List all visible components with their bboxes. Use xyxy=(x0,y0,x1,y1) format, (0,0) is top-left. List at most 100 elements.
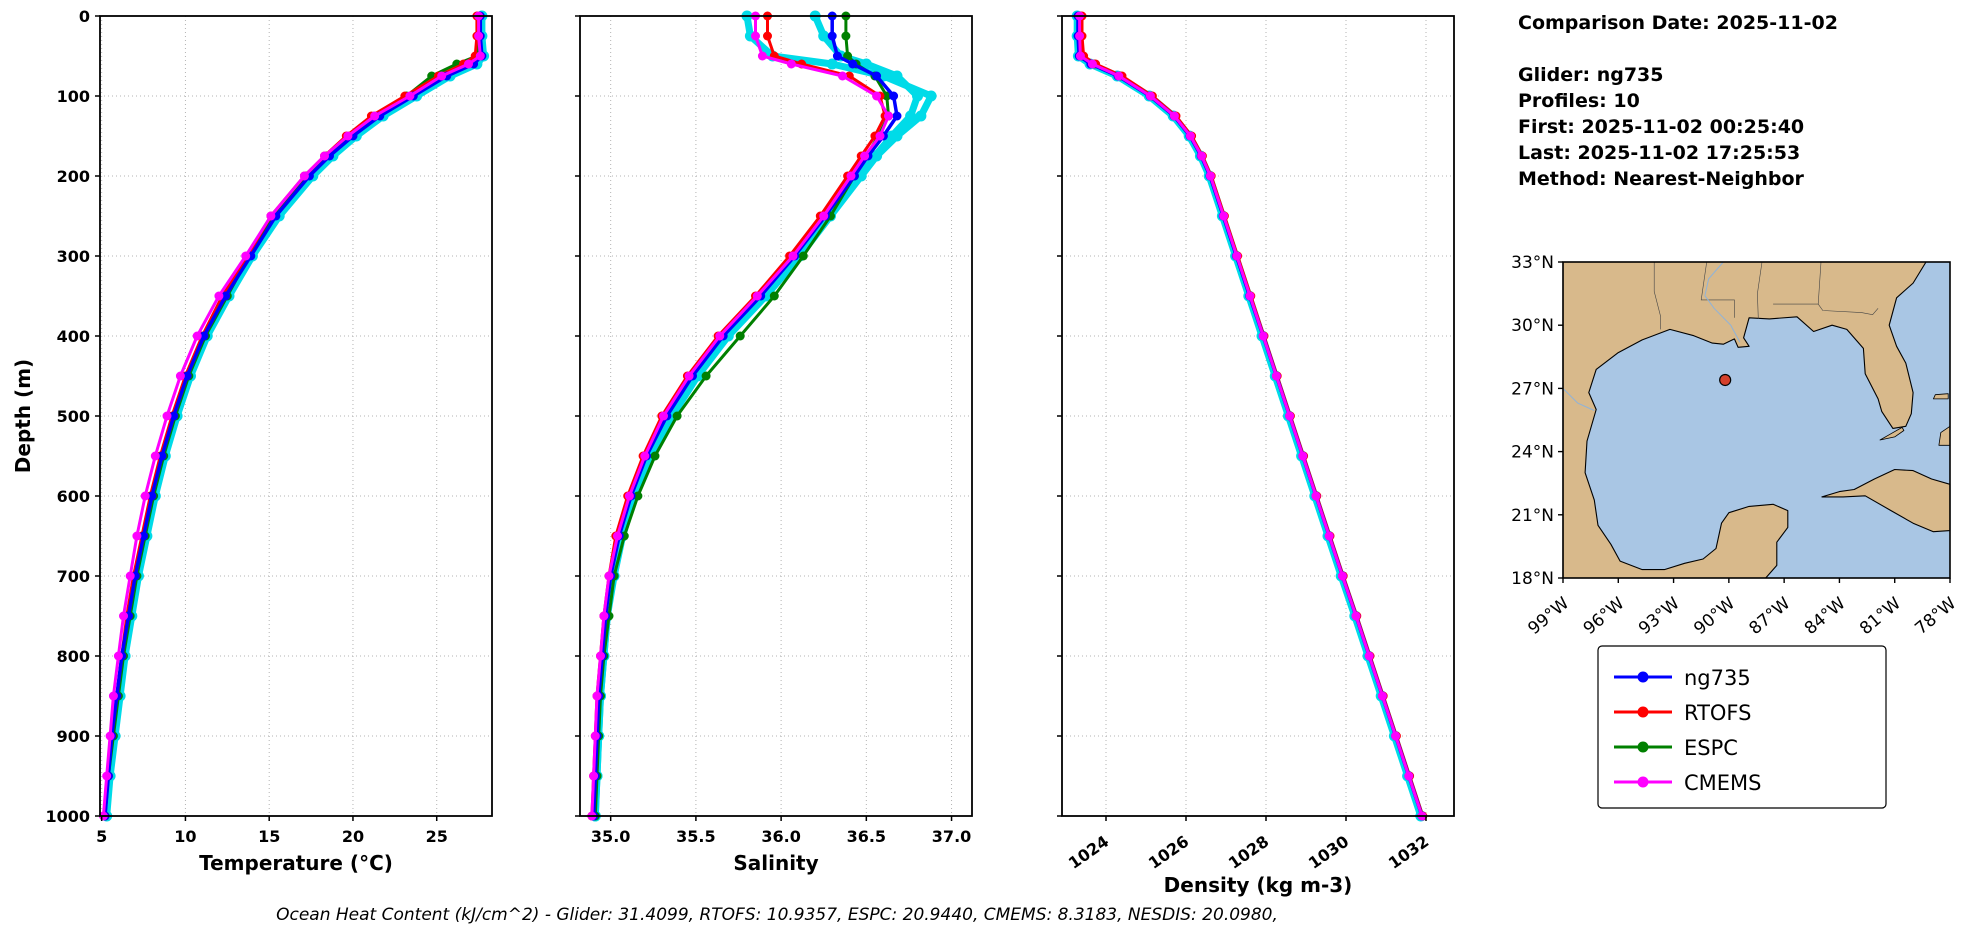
data-point xyxy=(871,150,883,162)
data-point xyxy=(848,59,858,69)
data-point xyxy=(221,291,231,301)
land-bahamas-north xyxy=(1933,393,1949,400)
x-axis-label: Salinity xyxy=(733,851,818,875)
land-florida-keys xyxy=(1879,427,1905,441)
data-point xyxy=(157,451,167,461)
series-RTOFS-line xyxy=(590,14,887,818)
data-point xyxy=(1351,611,1361,621)
data-point xyxy=(119,611,128,621)
data-point xyxy=(684,371,694,381)
data-point xyxy=(884,111,893,121)
state-border xyxy=(1700,261,1735,318)
data-point xyxy=(633,491,643,501)
legend-marker xyxy=(1637,776,1649,788)
data-point xyxy=(832,51,842,61)
data-point xyxy=(192,331,202,341)
series-glider-profiles-markers xyxy=(1071,10,1427,822)
x-tick-label: 5 xyxy=(96,827,107,846)
data-point xyxy=(860,151,870,161)
legend-marker xyxy=(1637,706,1649,718)
data-point xyxy=(162,411,172,421)
data-point xyxy=(798,251,808,261)
x-axis-label: Temperature (°C) xyxy=(199,851,393,875)
x-tick-label: 36.0 xyxy=(761,827,800,846)
map-lon-label: 78°W xyxy=(1911,593,1960,639)
data-point xyxy=(826,58,838,70)
river-rio-grande xyxy=(1562,388,1595,411)
river-mississippi xyxy=(1704,261,1741,343)
data-point xyxy=(320,151,329,161)
data-point xyxy=(788,251,798,261)
gulf-of-mexico-map: 33°N 30°N 27°N 24°N 21°N 18°N 99°W 96°W 93°W 90°W… xyxy=(1511,253,1960,639)
data-point xyxy=(860,58,872,70)
glider-name-text: Glider: ng735 xyxy=(1518,64,1664,86)
legend-item-RTOFS: RTOFS xyxy=(1614,701,1751,725)
state-border xyxy=(1757,261,1763,319)
y-tick-label: 200 xyxy=(57,167,90,186)
map-lon-label: 93°W xyxy=(1635,593,1684,639)
data-point xyxy=(113,651,123,661)
data-point xyxy=(241,251,251,261)
data-point xyxy=(882,91,892,101)
info-gap xyxy=(1518,36,1838,62)
data-point xyxy=(1114,71,1124,81)
data-point xyxy=(786,59,796,69)
legend-item-CMEMS: CMEMS xyxy=(1614,771,1762,795)
legend-marker xyxy=(1637,671,1649,683)
data-point xyxy=(757,51,767,61)
x-tick-label: 1030 xyxy=(1305,832,1352,873)
y-tick-label: 1000 xyxy=(45,807,90,826)
profile-panel-density: 1024 1026 1028 1030 1032 Density (kg m-3) xyxy=(1057,10,1455,897)
series-CMEMS-markers xyxy=(98,11,485,821)
data-point xyxy=(1377,691,1387,701)
data-point xyxy=(1219,211,1229,221)
data-point xyxy=(299,171,309,181)
y-tick-label: 900 xyxy=(57,727,90,746)
x-axis-label: Density (kg m-3) xyxy=(1164,873,1353,897)
x-tick-label: 25 xyxy=(426,827,448,846)
y-tick-label: 700 xyxy=(57,567,90,586)
data-point xyxy=(599,611,609,621)
legend-item-ESPC: ESPC xyxy=(1614,736,1738,760)
first-time-text: First: 2025-11-02 00:25:40 xyxy=(1518,116,1805,138)
map-lon-label: 90°W xyxy=(1690,593,1739,639)
series-RTOFS-line xyxy=(1080,14,1425,818)
data-point xyxy=(475,51,485,61)
series-glider-profiles-line xyxy=(1073,12,1425,820)
data-point xyxy=(405,91,415,101)
data-point xyxy=(624,491,634,501)
data-point xyxy=(140,491,150,501)
land-mainland xyxy=(1562,261,1927,579)
series-CMEMS-markers xyxy=(587,11,893,821)
data-point xyxy=(769,291,779,301)
data-point xyxy=(604,571,614,581)
data-point xyxy=(1232,251,1242,261)
data-point xyxy=(1404,771,1414,781)
data-point xyxy=(125,571,135,581)
map-lon-label: 99°W xyxy=(1524,593,1573,639)
legend-marker xyxy=(1637,741,1649,753)
data-point xyxy=(752,291,762,301)
data-point xyxy=(715,331,725,341)
legend-item-ng735: ng735 xyxy=(1614,666,1751,690)
data-point xyxy=(1364,651,1374,661)
data-point xyxy=(474,31,484,41)
data-point xyxy=(735,331,745,341)
data-point xyxy=(464,59,473,69)
data-point xyxy=(1324,531,1334,541)
legend-label: RTOFS xyxy=(1684,701,1751,725)
data-point xyxy=(872,91,882,101)
map-lat-label: 24°N xyxy=(1511,443,1554,463)
data-point xyxy=(819,211,829,221)
data-point xyxy=(343,131,353,141)
map-lat-label: 33°N xyxy=(1511,253,1554,273)
map-lat-label: 21°N xyxy=(1511,506,1554,526)
state-border xyxy=(1653,262,1661,330)
profiles-count-text: Profiles: 10 xyxy=(1518,90,1640,112)
data-point xyxy=(132,531,142,541)
data-point xyxy=(763,31,772,41)
x-tick-label: 1032 xyxy=(1385,832,1432,873)
series-ng735-markers xyxy=(589,11,902,821)
x-tick-label: 10 xyxy=(174,827,196,846)
data-point xyxy=(892,111,902,121)
